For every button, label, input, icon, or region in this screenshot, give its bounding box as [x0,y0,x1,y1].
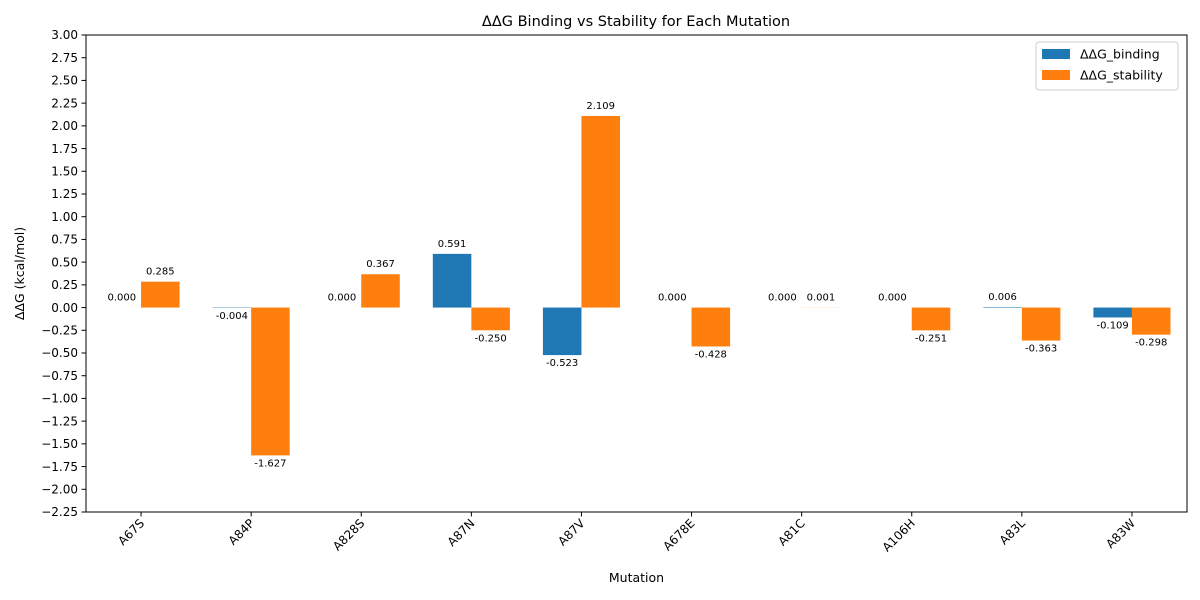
legend-box [1035,41,1179,91]
bar-value-label-stability-A106H: -0.251 [915,333,947,344]
bar-stability-A83W [1131,307,1171,335]
bar-value-label-binding-A81C: 0.000 [768,293,797,304]
bar-value-label-stability-A84P: -1.627 [254,458,286,469]
y-tick-label: −2.25 [41,505,78,519]
legend-swatch-binding [1042,49,1070,59]
y-axis: 3.00 2.75 2.50 2.25 2.00 1.75 1.50 1.25 1.00 0.75… [41,28,86,519]
bar-value-label-binding-A828S: 0.000 [328,293,357,304]
bar-value-label-stability-A87N: -0.250 [474,333,506,344]
y-tick-label: 0.75 [51,233,78,247]
bar-binding-A83W [1093,307,1132,318]
legend: ΔΔG_binding ΔΔG_stability [1035,41,1179,91]
bar-stability-A106H [911,307,951,331]
y-axis-label: ΔΔG (kcal/mol) [12,227,27,320]
x-axis-label: Mutation [609,570,664,585]
x-tick-label: A87V [555,516,588,549]
bar-value-label-stability-A67S: 0.285 [146,267,175,278]
bar-value-label-binding-A67S: 0.000 [107,293,136,304]
y-tick-label: −0.25 [41,323,78,337]
bar-binding-A87V [542,307,582,356]
bar-binding-A83L [983,307,1022,308]
bar-value-label-binding-A83W: -0.109 [1097,320,1129,331]
y-tick-label: −0.75 [41,369,78,383]
bar-value-label-binding-A84P: -0.004 [216,311,248,322]
y-tick-label: 2.25 [51,96,78,110]
bars-group [102,115,1171,456]
y-tick-label: 3.00 [51,28,78,42]
y-tick-label: −1.00 [41,392,78,406]
y-tick-label: 0.00 [51,301,78,315]
bar-value-label-stability-A83L: -0.363 [1025,344,1057,355]
x-tick-label: A83L [997,516,1028,547]
bar-stability-A828S [361,274,400,308]
y-tick-label: 1.25 [51,187,78,201]
bar-value-label-stability-A678E: -0.428 [695,349,727,360]
y-tick-label: 2.00 [51,119,78,133]
y-tick-label: 1.75 [51,142,78,156]
plot-frame [85,34,1188,513]
y-tick-label: 2.50 [51,74,78,88]
bar-value-label-stability-A828S: 0.367 [366,259,395,270]
bar-value-label-stability-A81C: 0.001 [807,292,836,303]
bar-value-label-binding-A83L: 0.006 [988,292,1017,303]
legend-label-binding: ΔΔG_binding [1080,47,1160,62]
bar-stability-A678E [691,307,731,347]
y-tick-label: 2.75 [51,51,78,65]
bar-stability-A84P [251,307,290,456]
x-tick-label: A81C [775,516,807,548]
y-tick-label: −2.00 [41,482,78,496]
x-tick-label: A678E [660,516,697,553]
legend-swatch-stability [1042,70,1070,80]
y-tick-label: −1.50 [41,437,78,451]
bar-value-label-binding-A87N: 0.591 [438,239,467,250]
bar-binding-A87N [432,253,472,308]
y-tick-label: 1.00 [51,210,78,224]
x-tick-label: A828S [330,516,367,553]
y-tick-label: 1.50 [51,164,78,178]
bar-stability-A83L [1021,307,1061,341]
bar-value-label-binding-A106H: 0.000 [878,293,907,304]
x-tick-label: A83W [1103,516,1138,551]
bar-stability-A87N [471,307,510,331]
bar-stability-A87V [581,115,620,308]
legend-label-stability: ΔΔG_stability [1080,68,1163,83]
y-tick-label: 0.25 [51,278,78,292]
x-tick-label: A67S [115,516,147,548]
y-tick-label: −1.75 [41,460,78,474]
x-axis: A67S A84P A828S A87N A87V A678E A81C A106H A83L A… [115,512,1138,555]
bar-labels-group: 0.000 -0.004 0.000 0.591 -0.523 0.000 0.000 0.0… [107,101,1167,469]
x-tick-label: A106H [880,516,918,554]
x-tick-label: A87N [445,516,478,549]
bar-value-label-stability-A87V: 2.109 [586,101,615,112]
y-tick-label: 0.50 [51,255,78,269]
y-tick-label: −1.25 [41,414,78,428]
bar-value-label-binding-A678E: 0.000 [658,293,687,304]
chart-title: ΔΔG Binding vs Stability for Each Mutati… [482,14,790,30]
bar-value-label-binding-A87V: -0.523 [546,358,578,369]
bar-value-label-stability-A83W: -0.298 [1135,338,1167,349]
x-tick-label: A84P [226,516,258,548]
y-tick-label: −0.50 [41,346,78,360]
bar-stability-A67S [141,281,180,308]
